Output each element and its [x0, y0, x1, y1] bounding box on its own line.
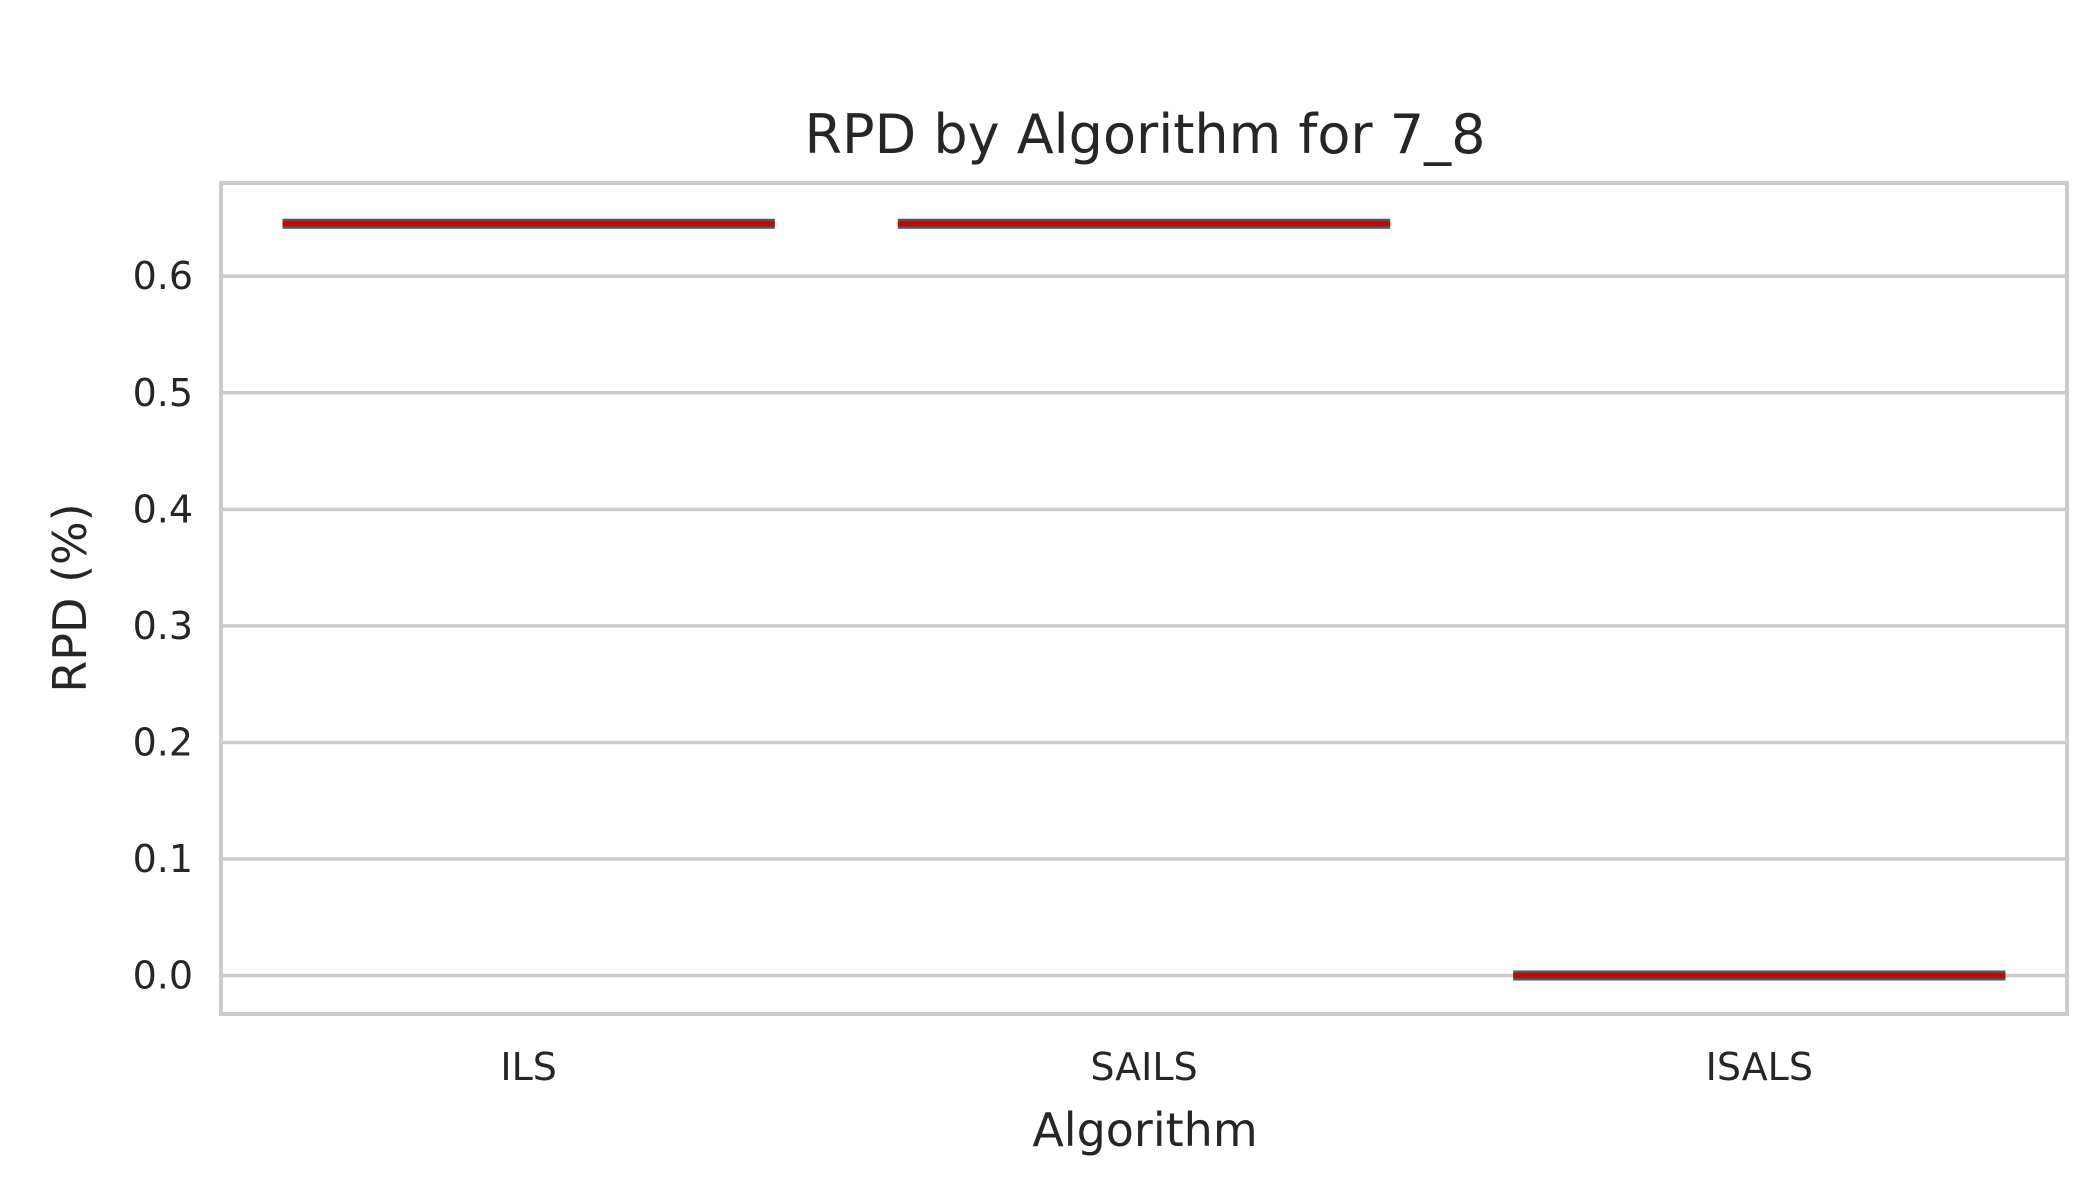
x-tick-labels: ILS SAILS ISALS: [500, 1045, 1813, 1089]
y-tick-labels: 0.0 0.1 0.2 0.3 0.4 0.5 0.6: [133, 254, 193, 997]
chart-title: RPD by Algorithm for 7_8: [805, 103, 1486, 166]
y-tick-label: 0.0: [133, 954, 193, 998]
y-tick-label: 0.2: [133, 720, 193, 764]
y-tick-label: 0.3: [133, 604, 193, 648]
grid-lines: [221, 274, 2067, 978]
y-tick-label: 0.6: [133, 254, 193, 298]
y-tick-label: 0.4: [133, 487, 193, 531]
y-tick-label: 0.1: [133, 837, 193, 881]
plot-frame: [219, 181, 2069, 1016]
x-tick-label: ILS: [500, 1045, 557, 1089]
x-axis-label: Algorithm: [1032, 1103, 1257, 1157]
x-tick-label: ISALS: [1706, 1045, 1813, 1089]
plot-marks: [282, 218, 2006, 981]
y-axis-label: RPD (%): [43, 503, 97, 692]
y-tick-label: 0.5: [133, 371, 193, 415]
x-tick-label: SAILS: [1090, 1045, 1197, 1089]
